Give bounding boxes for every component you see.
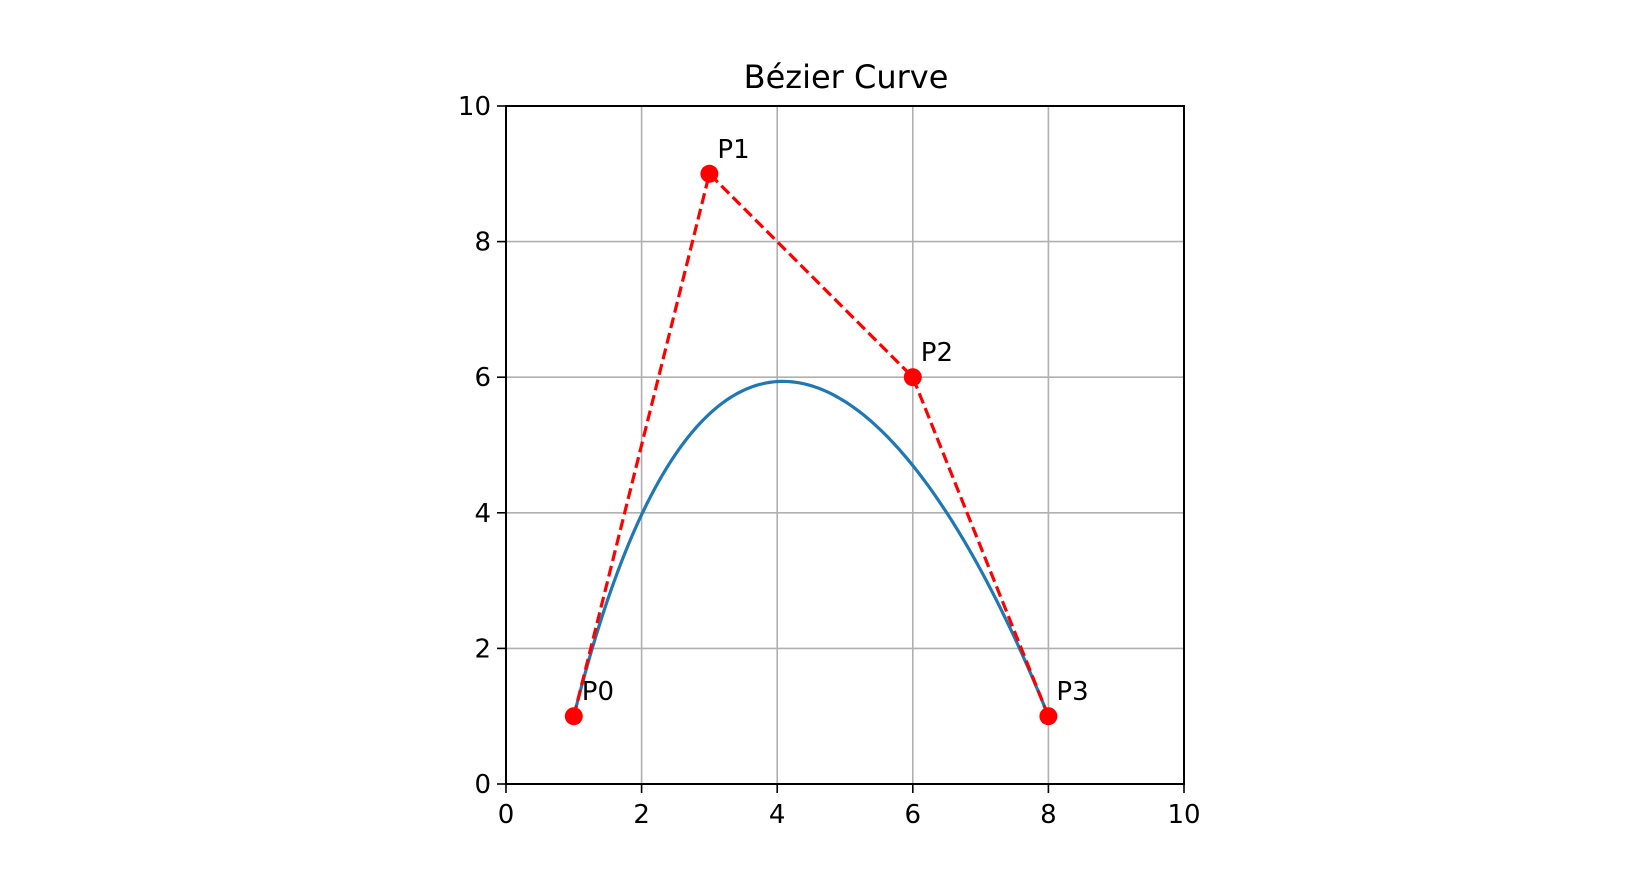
control-polygon-line — [572, 170, 1050, 717]
control-point-marker — [564, 707, 583, 726]
control-point-label: P2 — [921, 338, 953, 368]
y-tick-label: 10 — [458, 92, 491, 122]
control-point-label: P3 — [1056, 677, 1088, 707]
x-tick-label: 8 — [1040, 800, 1057, 830]
y-tick-label: 4 — [474, 499, 491, 529]
x-tick-label: 4 — [769, 800, 786, 830]
control-polygon-layer — [572, 170, 1050, 717]
control-point-marker — [903, 368, 922, 387]
chart-title: Bézier Curve — [744, 58, 949, 96]
control-point-marker — [1039, 707, 1058, 726]
control-point-label: P0 — [582, 677, 614, 707]
y-tick-label: 2 — [474, 634, 491, 664]
plot-frame — [505, 105, 1185, 785]
y-tick-label: 0 — [474, 770, 491, 800]
x-axis-ticks: 0 2 4 6 8 10 — [498, 784, 1201, 830]
control-point-label: P1 — [717, 135, 749, 165]
control-points-layer: P0 P1 P2 P3 — [564, 135, 1089, 726]
curve-layer — [572, 379, 1050, 717]
bezier-curve-line — [572, 379, 1050, 717]
y-tick-label: 8 — [474, 228, 491, 258]
control-point-marker — [700, 164, 719, 183]
y-tick-label: 6 — [474, 363, 491, 393]
x-tick-label: 0 — [498, 800, 515, 830]
y-axis-ticks: 0 2 4 6 8 10 — [458, 92, 506, 800]
x-tick-label: 10 — [1167, 800, 1200, 830]
x-tick-label: 6 — [905, 800, 922, 830]
x-tick-label: 2 — [633, 800, 650, 830]
